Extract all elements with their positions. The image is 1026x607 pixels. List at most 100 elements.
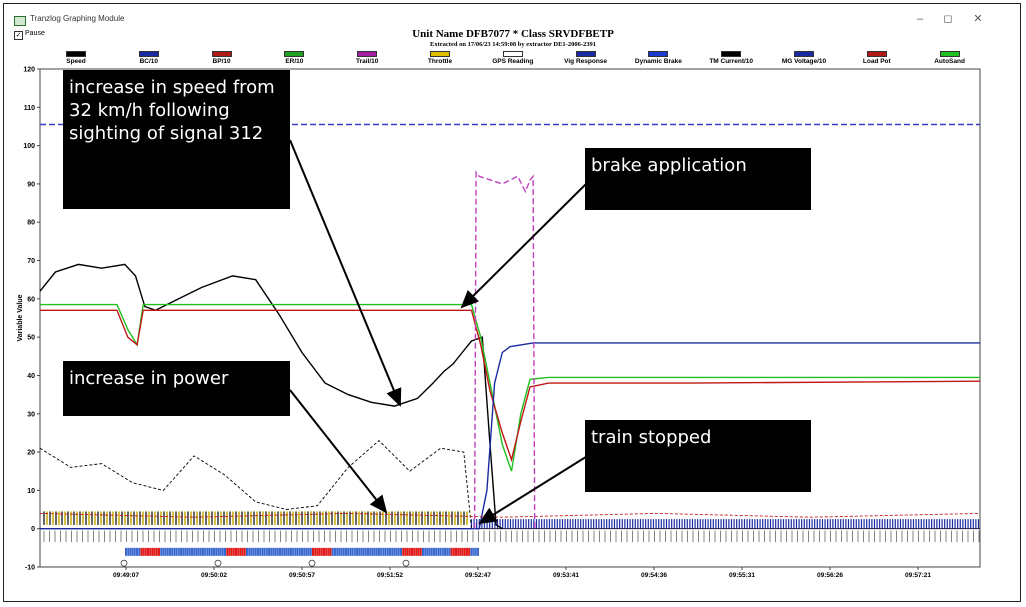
notch-mark — [402, 547, 405, 556]
notch-mark — [195, 547, 198, 556]
notch-mark — [397, 547, 400, 556]
notch-mark — [411, 547, 413, 556]
notch-mark — [224, 547, 226, 556]
close-button[interactable]: ✕ — [973, 13, 983, 25]
notch-mark — [375, 547, 378, 556]
legend-item-load-pot[interactable]: Load Pot — [837, 51, 917, 65]
plot-area — [39, 68, 981, 568]
notch-mark — [226, 547, 229, 556]
legend-label: MG Voltage/10 — [781, 58, 827, 65]
callout-power-increase: increase in power — [63, 361, 290, 416]
notch-mark — [329, 547, 332, 556]
notch-mark — [131, 547, 134, 556]
notch-mark — [287, 547, 290, 556]
notch-mark — [199, 547, 202, 556]
notch-mark — [285, 547, 288, 556]
callout-brake-application: brake application — [585, 148, 811, 210]
minimize-button[interactable]: – — [916, 13, 924, 25]
legend-item-tm-current-10[interactable]: TM Current/10 — [691, 51, 771, 65]
notch-mark — [345, 547, 347, 556]
legend-label: GPS Reading — [492, 58, 534, 65]
notch-mark — [252, 547, 255, 556]
y-tick-label: 30 — [27, 411, 35, 418]
gps-marker — [214, 559, 222, 567]
legend-swatch — [357, 51, 378, 57]
notch-mark — [133, 547, 136, 556]
notch-mark — [274, 547, 277, 556]
notch-mark — [309, 547, 312, 556]
y-tick-label: 80 — [27, 220, 35, 227]
x-tick-label: 09:55:31 — [729, 572, 755, 579]
legend-item-bc-10[interactable]: BC/10 — [109, 51, 189, 65]
notch-mark — [373, 547, 376, 556]
notch-mark — [477, 547, 479, 556]
legend-item-vig-response[interactable]: Vig Response — [546, 51, 626, 65]
notch-mark — [340, 547, 343, 556]
series-line-speed — [39, 263, 503, 530]
legend-label: Load Pot — [862, 58, 891, 65]
notch-mark — [197, 547, 200, 556]
chart-subtitle: Extracted on 17/06/23 14:59:08 by extrac… — [430, 41, 596, 48]
notch-mark — [439, 547, 442, 556]
notch-mark — [204, 547, 207, 556]
legend-label: Dynamic Brake — [634, 58, 682, 65]
gps-marker — [308, 559, 316, 567]
legend-swatch — [138, 51, 159, 57]
legend-item-er-10[interactable]: ER/10 — [254, 51, 334, 65]
legend-swatch — [284, 51, 305, 57]
y-tick-label: 0 — [31, 526, 35, 533]
notch-mark — [237, 547, 240, 556]
y-tick-label: 10 — [27, 488, 35, 495]
notch-mark — [455, 547, 457, 556]
notch-mark — [386, 547, 389, 556]
notch-mark — [435, 547, 438, 556]
notch-mark — [457, 547, 460, 556]
notch-mark — [371, 547, 374, 556]
notch-mark — [246, 547, 248, 556]
maximize-button[interactable]: ◻ — [943, 13, 953, 25]
series-line-bp-10 — [40, 309, 981, 463]
notch-mark — [257, 547, 259, 556]
notch-mark — [140, 547, 143, 556]
legend-item-autosand[interactable]: AutoSand — [910, 51, 990, 65]
legend-swatch — [721, 51, 742, 57]
notch-mark — [437, 547, 440, 556]
notch-mark — [463, 547, 466, 556]
legend-swatch — [794, 51, 814, 57]
notch-mark — [294, 547, 297, 556]
notch-mark — [248, 547, 251, 556]
notch-mark — [151, 547, 154, 556]
legend-item-speed[interactable]: Speed — [36, 51, 116, 65]
notch-mark — [127, 547, 130, 556]
y-tick-label: 120 — [23, 67, 35, 74]
notch-mark — [241, 547, 244, 556]
notch-mark — [474, 547, 477, 556]
notch-mark — [342, 547, 345, 556]
notch-mark — [367, 547, 369, 556]
notch-mark — [265, 547, 268, 556]
notch-mark — [219, 547, 222, 556]
legend-item-throttle[interactable]: Throttle — [400, 51, 480, 65]
notch-mark — [369, 547, 372, 556]
legend-item-trail-10[interactable]: Trail/10 — [327, 51, 407, 65]
legend-label: Vig Response — [564, 58, 608, 65]
notch-mark — [272, 547, 275, 556]
notch-mark — [175, 547, 178, 556]
notch-mark — [351, 547, 354, 556]
notch-mark — [217, 547, 220, 556]
notch-mark — [389, 547, 391, 556]
legend-item-gps-reading[interactable]: GPS Reading — [473, 51, 553, 65]
legend-item-mg-voltage-10[interactable]: MG Voltage/10 — [764, 51, 844, 65]
legend-item-bp-10[interactable]: BP/10 — [182, 51, 262, 65]
y-tick-label: 90 — [27, 181, 35, 188]
legend-swatch — [211, 51, 232, 57]
notch-mark — [356, 547, 358, 556]
legend-item-dynamic-brake[interactable]: Dynamic Brake — [618, 51, 698, 65]
series-line-trail-10 — [473, 170, 536, 529]
notch-mark — [263, 547, 266, 556]
notch-mark — [228, 547, 231, 556]
pause-checkbox[interactable]: ✓ — [14, 31, 23, 40]
notch-mark — [298, 547, 301, 556]
notch-mark — [160, 547, 163, 556]
